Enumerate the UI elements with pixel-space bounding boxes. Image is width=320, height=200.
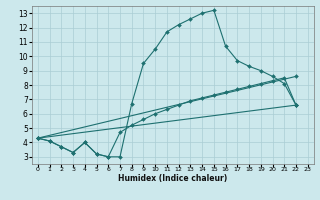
X-axis label: Humidex (Indice chaleur): Humidex (Indice chaleur) xyxy=(118,174,228,183)
